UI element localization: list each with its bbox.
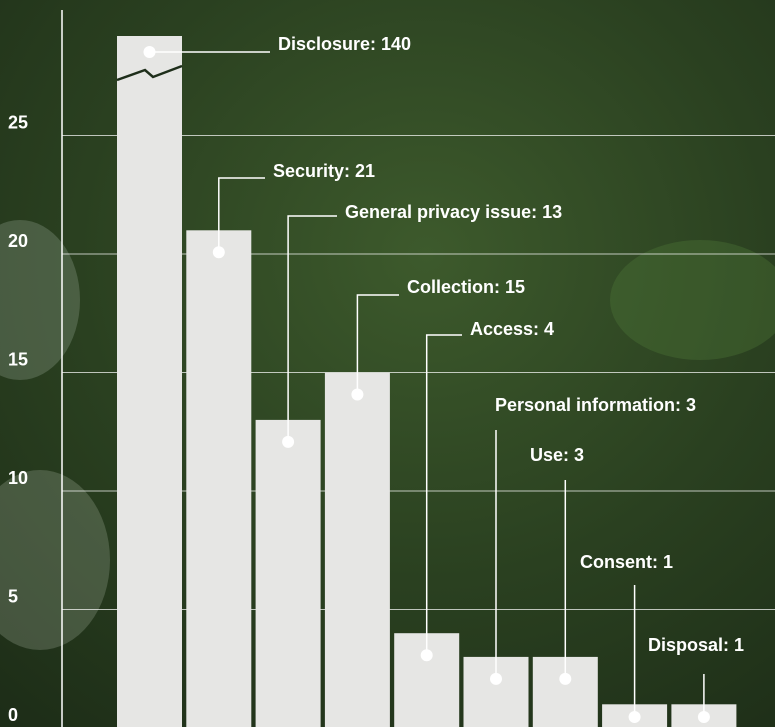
background-leaf	[0, 220, 80, 380]
bar	[255, 419, 321, 727]
leader-dot	[420, 649, 433, 662]
leader-dot	[143, 46, 156, 58]
leader-line	[287, 215, 337, 442]
bar	[324, 372, 390, 727]
y-tick-label: 25	[8, 112, 28, 132]
bar	[117, 36, 182, 727]
data-label: Disclosure: 140	[278, 34, 411, 54]
leader-dot	[490, 672, 502, 685]
leader-dot	[351, 388, 364, 401]
data-label: Collection: 15	[407, 277, 525, 297]
axis-break	[116, 64, 183, 82]
leader-line	[425, 334, 462, 656]
data-label: Security: 21	[273, 161, 375, 181]
data-label: General privacy issue: 13	[345, 202, 562, 222]
y-tick-label: 5	[8, 586, 18, 606]
leader-dot	[282, 435, 295, 448]
leader-line	[356, 294, 399, 395]
y-tick-label: 20	[8, 231, 28, 251]
y-tick-label: 15	[8, 349, 28, 369]
leader-dot	[697, 711, 710, 723]
leader-dot	[628, 711, 641, 723]
data-label: Consent: 1	[580, 552, 673, 572]
data-label: Use: 3	[530, 445, 584, 465]
bar	[186, 230, 252, 727]
background-leaf	[0, 470, 110, 650]
background-leaf	[610, 240, 775, 360]
leader-dot	[212, 246, 225, 259]
y-tick-label: 0	[8, 705, 18, 725]
data-label: Personal information: 3	[495, 395, 696, 415]
leader-dot	[559, 672, 572, 685]
data-label: Access: 4	[470, 319, 554, 339]
leader-line	[218, 177, 265, 253]
y-tick-label: 10	[8, 468, 28, 488]
data-label: Disposal: 1	[648, 635, 744, 655]
